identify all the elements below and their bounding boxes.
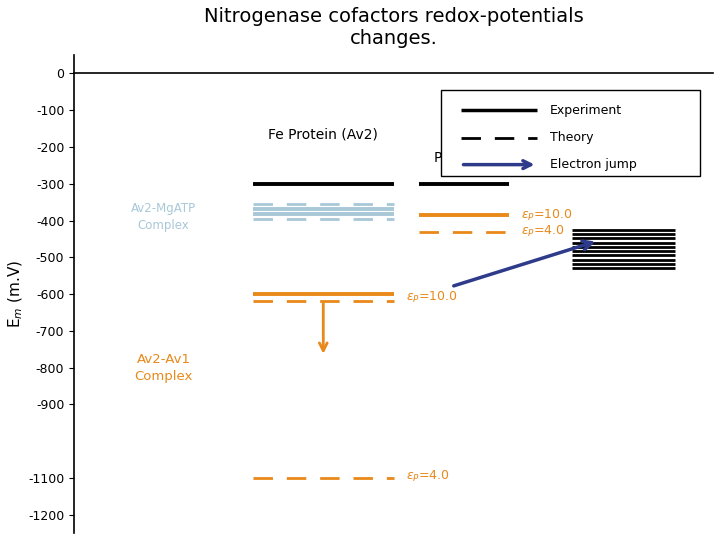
Text: Experiment: Experiment — [550, 104, 622, 117]
Text: Electron jump: Electron jump — [550, 158, 637, 171]
Text: Fe Protein (Av2): Fe Protein (Av2) — [269, 127, 378, 141]
Text: Theory: Theory — [550, 131, 593, 144]
Text: Av2-Av1
Complex: Av2-Av1 Complex — [135, 353, 193, 383]
Text: Fe.Moco cofactor: Fe.Moco cofactor — [564, 151, 683, 165]
Title: Nitrogenase cofactors redox-potentials
changes.: Nitrogenase cofactors redox-potentials c… — [204, 7, 583, 48]
Text: MoFe Protein (Av1): MoFe Protein (Av1) — [482, 127, 612, 141]
Text: $\varepsilon_P$=10.0: $\varepsilon_P$=10.0 — [406, 289, 458, 305]
Text: $\varepsilon_P$=4.0: $\varepsilon_P$=4.0 — [406, 469, 450, 484]
Text: P-cluster: P-cluster — [433, 151, 494, 165]
FancyBboxPatch shape — [441, 90, 701, 177]
Text: $\varepsilon_P$=4.0: $\varepsilon_P$=4.0 — [521, 224, 565, 239]
Y-axis label: E$_m$ (m.V): E$_m$ (m.V) — [7, 260, 25, 328]
Text: $\varepsilon_P$=10.0: $\varepsilon_P$=10.0 — [521, 207, 573, 222]
Text: Av2-MgATP
Complex: Av2-MgATP Complex — [131, 202, 196, 232]
